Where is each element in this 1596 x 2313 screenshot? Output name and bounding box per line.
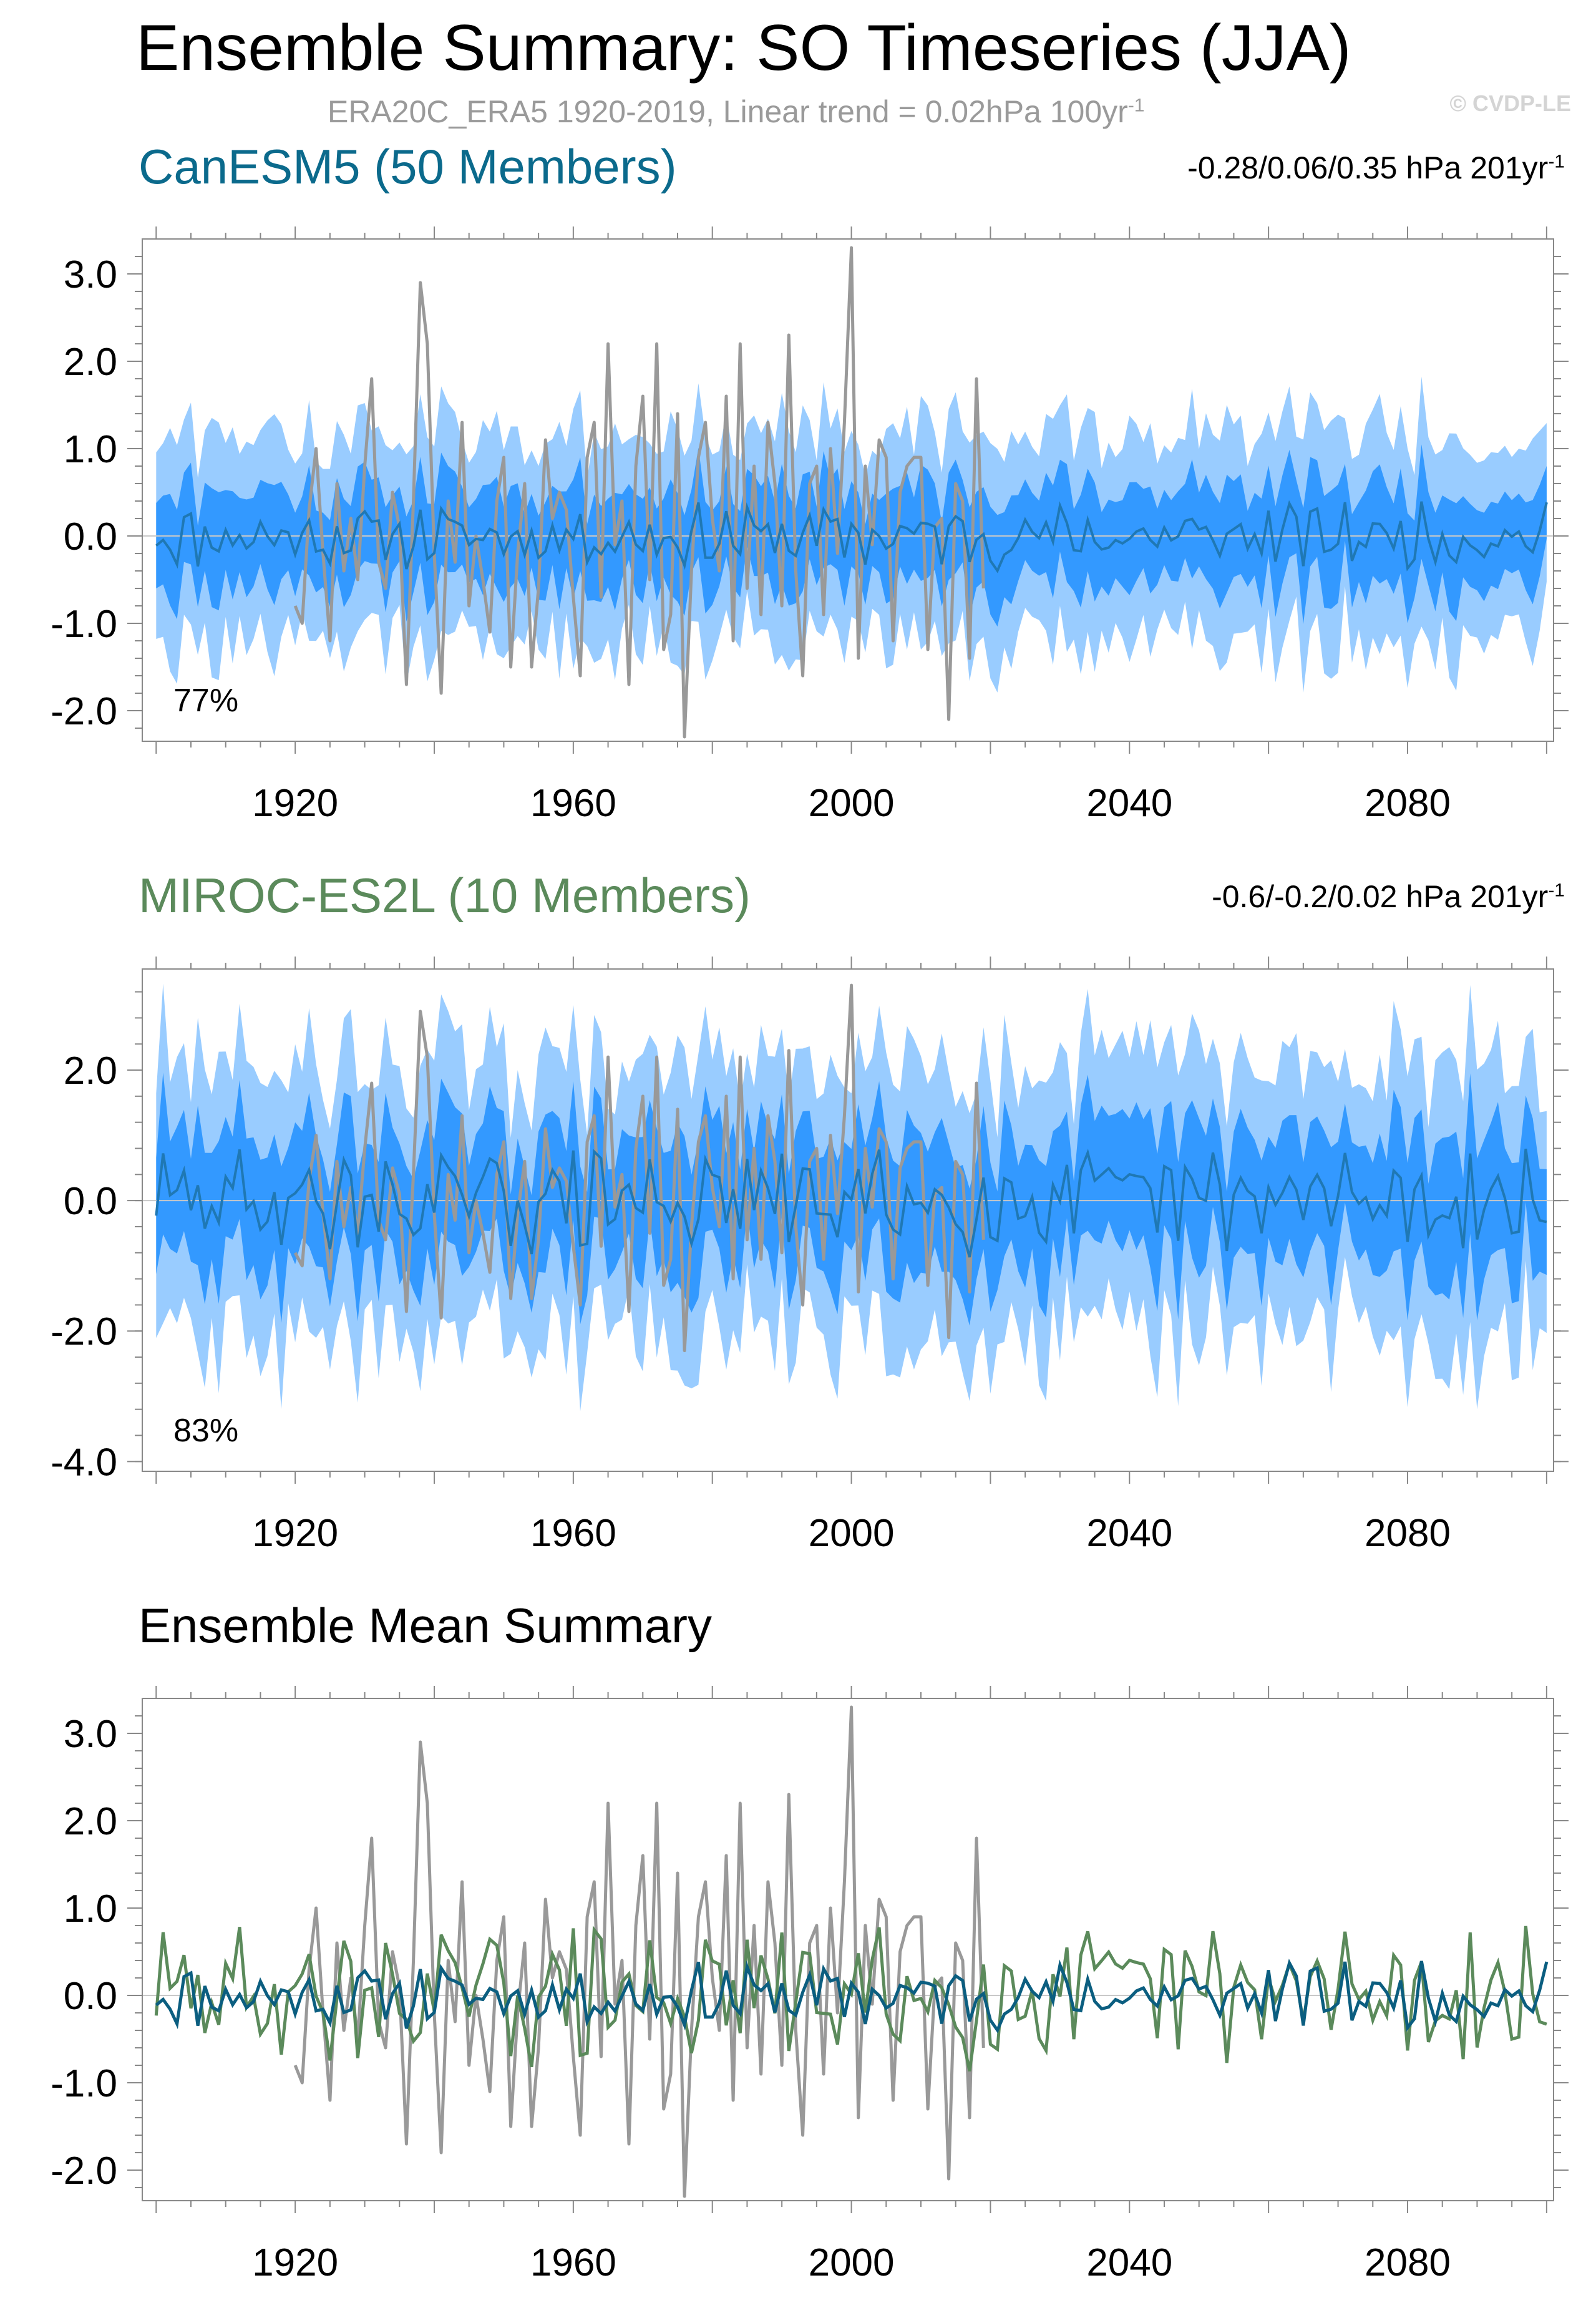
ensemble-mean-line-1 bbox=[155, 1148, 1547, 1258]
canesm5-mean-line bbox=[155, 1959, 1549, 2033]
trend-range-canesm5: -0.28/0.06/0.35 hPa 201yr-1 bbox=[1187, 150, 1565, 185]
x-tick-label: 1920 bbox=[252, 2241, 338, 2284]
plot-frame-1 bbox=[142, 968, 1554, 1472]
observations-line-0 bbox=[293, 246, 985, 739]
percent-annotation-0: 77% bbox=[173, 683, 238, 719]
plot-frame-0 bbox=[142, 238, 1554, 742]
panel-title-miroc-es2l: MIROC-ES2L (10 Members) bbox=[139, 868, 751, 923]
x-tick-label: 2000 bbox=[809, 782, 895, 825]
x-tick-label: 2080 bbox=[1365, 782, 1451, 825]
trend-range-miroc-es2l: -0.6/-0.2/0.02 hPa 201yr-1 bbox=[1212, 879, 1565, 914]
x-tick-label: 2040 bbox=[1086, 1512, 1172, 1555]
plot-frame-2 bbox=[142, 1698, 1554, 2201]
miroc-es2l-mean-line bbox=[154, 1926, 1547, 2072]
observations-line-2 bbox=[293, 1705, 985, 2198]
watermark: © CVDP-LE bbox=[1449, 90, 1571, 116]
y-tick-label: -1.0 bbox=[51, 2062, 117, 2105]
x-tick-label: 1960 bbox=[530, 2241, 616, 2284]
y-tick-label: -2.0 bbox=[51, 2150, 117, 2193]
x-tick-label: 2040 bbox=[1086, 782, 1172, 825]
x-tick-label: 2080 bbox=[1365, 2241, 1451, 2284]
panel-title-canesm5: CanESM5 (50 Members) bbox=[139, 139, 677, 194]
y-tick-label: 3.0 bbox=[64, 1713, 117, 1756]
y-tick-label: 3.0 bbox=[64, 253, 117, 296]
x-tick-label: 1960 bbox=[530, 1512, 616, 1555]
x-tick-label: 2000 bbox=[809, 2241, 895, 2284]
y-tick-label: -2.0 bbox=[51, 1310, 117, 1353]
y-tick-label: 1.0 bbox=[64, 1887, 117, 1931]
y-tick-label: 1.0 bbox=[64, 428, 117, 471]
y-tick-label: 2.0 bbox=[64, 1800, 117, 1843]
y-tick-label: 0.0 bbox=[64, 1180, 117, 1223]
page-title: Ensemble Summary: SO Timeseries (JJA) bbox=[136, 12, 1351, 84]
x-tick-label: 2080 bbox=[1365, 1512, 1451, 1555]
y-tick-label: 2.0 bbox=[64, 341, 117, 384]
panel-title-ensemble-mean: Ensemble Mean Summary bbox=[139, 1598, 713, 1653]
observations-line-1 bbox=[293, 983, 985, 1353]
y-tick-label: -2.0 bbox=[51, 690, 117, 733]
subtitle: ERA20C_ERA5 1920-2019, Linear trend = 0.… bbox=[328, 94, 1145, 129]
y-tick-label: 2.0 bbox=[64, 1049, 117, 1093]
ensemble-mean-line-0 bbox=[155, 500, 1548, 573]
x-tick-label: 2040 bbox=[1086, 2241, 1172, 2284]
x-tick-label: 1920 bbox=[252, 1512, 338, 1555]
y-tick-label: 0.0 bbox=[64, 515, 117, 558]
x-tick-label: 2000 bbox=[809, 1512, 895, 1555]
x-tick-label: 1960 bbox=[530, 782, 616, 825]
x-tick-label: 1920 bbox=[252, 782, 338, 825]
percent-annotation-1: 83% bbox=[173, 1413, 238, 1449]
y-tick-label: 0.0 bbox=[64, 1975, 117, 2018]
y-tick-label: -4.0 bbox=[51, 1441, 117, 1484]
y-tick-label: -1.0 bbox=[51, 603, 117, 646]
